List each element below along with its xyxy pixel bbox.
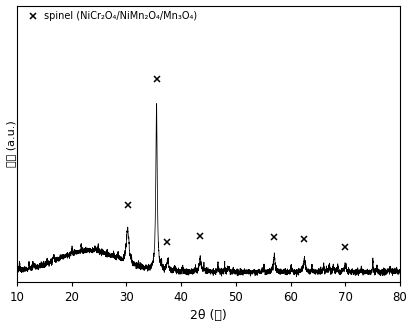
Y-axis label: 强度 (a.u.): 强度 (a.u.) — [5, 120, 16, 167]
X-axis label: 2θ (度): 2θ (度) — [190, 309, 227, 322]
Legend: spinel (NiCr₂O₄/NiMn₂O₄/Mn₃O₄): spinel (NiCr₂O₄/NiMn₂O₄/Mn₃O₄) — [20, 9, 200, 24]
